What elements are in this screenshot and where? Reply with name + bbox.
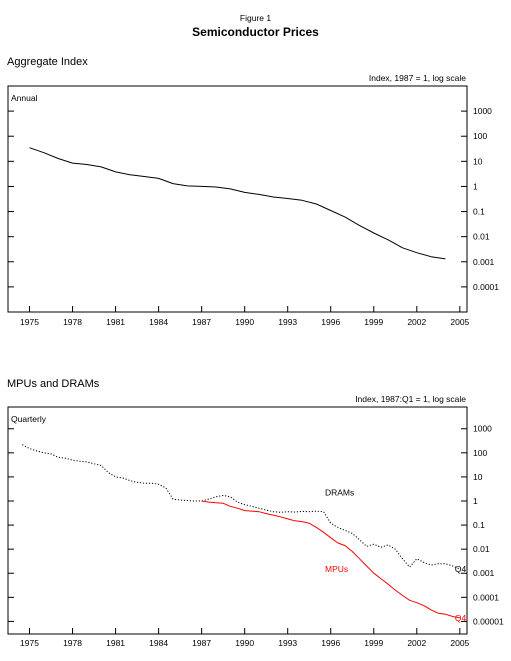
panel-2-y-tick-label: 100 [473, 448, 487, 458]
panel-1-scale-note: Index, 1987 = 1, log scale [368, 73, 466, 83]
figure-title: Semiconductor Prices [192, 25, 319, 39]
panel-2-plot-frame [7, 406, 468, 635]
panel-2-x-tick-label: 1996 [321, 638, 340, 648]
panel-2-series-end-label-drams: Q4 [455, 564, 467, 574]
panel-1-x-tick-label: 1990 [235, 317, 254, 327]
panel-1-x-tick-label: 1993 [278, 317, 297, 327]
panel-1-frequency-label: Annual [11, 93, 38, 103]
panel-1-x-tick-label: 1999 [364, 317, 383, 327]
panel-1-x-tick-label: 1987 [192, 317, 211, 327]
panel-2-x-tick-label: 1987 [192, 638, 211, 648]
panel-1-y-tick-label: 0.01 [473, 232, 490, 242]
panel-1-plot-frame [7, 85, 468, 313]
panel-2-x-tick-label: 1990 [235, 638, 254, 648]
panel-2-x-tick-label: 1981 [106, 638, 125, 648]
panel-1-x-tick-label: 1996 [321, 317, 340, 327]
panel-1-x-tick-label: 2005 [450, 317, 469, 327]
panel-1-title: Aggregate Index [7, 56, 88, 68]
panel-1-y-tick-label: 1 [473, 181, 478, 191]
panel-2-series-line-drams [22, 444, 460, 570]
panel-1-x-tick-label: 1975 [20, 317, 39, 327]
panel-2-series-name-drams: DRAMs [325, 487, 354, 497]
panel-2-title: MPUs and DRAMs [7, 378, 100, 390]
panel-2-x-tick-label: 2005 [450, 638, 469, 648]
panel-1-y-tick-label: 10 [473, 156, 483, 166]
panel-1-y-tick-label: 0.0001 [473, 282, 499, 292]
panel-2-y-tick-label: 0.1 [473, 520, 485, 530]
panel-2-y-tick-label: 0.00001 [473, 616, 504, 626]
panel-2-series-end-label-mpus: Q4 [455, 613, 467, 623]
panel-1-x-tick-label: 1981 [106, 317, 125, 327]
panel-1-y-tick-label: 100 [473, 131, 487, 141]
panel-1-y-tick-label: 1000 [473, 106, 492, 116]
panel-1-x-tick-label: 1978 [63, 317, 82, 327]
panel-2-x-tick-label: 1993 [278, 638, 297, 648]
panel-2-x-tick-label: 1978 [63, 638, 82, 648]
panel-2-x-tick-label: 1984 [149, 638, 168, 648]
panel-2-series-line-mpus [201, 500, 460, 619]
panel-2-x-tick-label: 1975 [20, 638, 39, 648]
panel-1-x-tick-label: 2002 [407, 317, 426, 327]
panel-2-y-tick-label: 0.01 [473, 544, 490, 554]
panel-2-y-tick-label: 10 [473, 472, 483, 482]
panel-1-y-tick-label: 0.1 [473, 207, 485, 217]
panel-2-scale-note: Index, 1987:Q1 = 1, log scale [355, 394, 466, 404]
panel-1-series-line-index [29, 147, 446, 260]
panel-2-y-tick-label: 1 [473, 496, 478, 506]
panel-2-y-tick-label: 1000 [473, 424, 492, 434]
panel-1-x-tick-label: 1984 [149, 317, 168, 327]
panel-2-y-tick-label: 0.0001 [473, 592, 499, 602]
panel-2-frequency-label: Quarterly [11, 414, 46, 424]
panel-2-y-tick-label: 0.001 [473, 568, 495, 578]
panel-1-y-tick-label: 0.001 [473, 257, 495, 267]
panel-2-x-tick-label: 2002 [407, 638, 426, 648]
panel-2-x-tick-label: 1999 [364, 638, 383, 648]
figure-label: Figure 1 [239, 13, 272, 23]
panel-2-series-name-mpus: MPUs [325, 564, 348, 574]
